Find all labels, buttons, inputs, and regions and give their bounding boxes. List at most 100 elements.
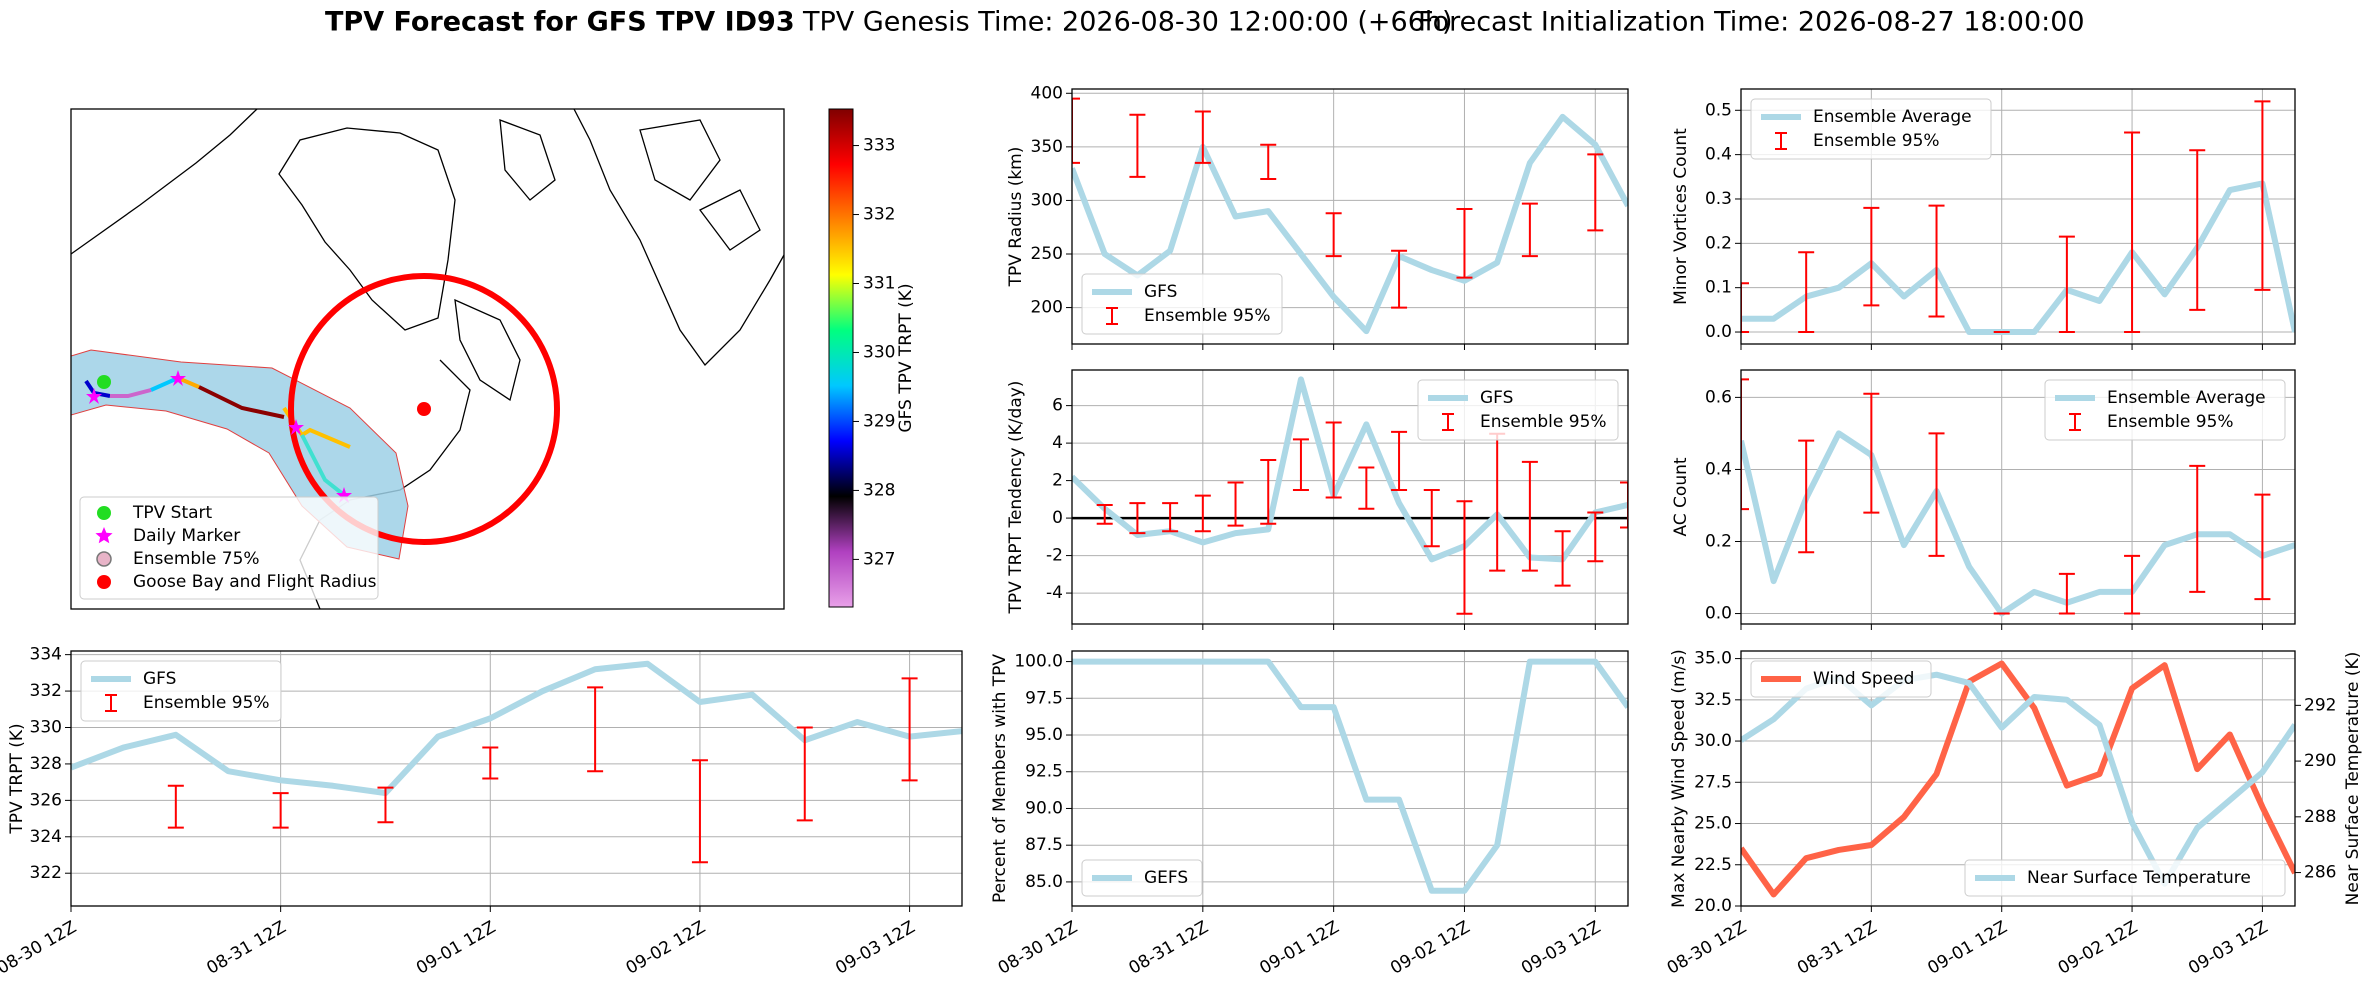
y-tick-label: 87.5: [1025, 835, 1063, 855]
coastline: [454, 298, 521, 402]
series-line: [1072, 658, 1628, 894]
y2-tick-label: 292: [2304, 695, 2336, 715]
y-tick-label: 20.0: [1694, 896, 1732, 916]
legend-label: Ensemble Average: [1813, 107, 1972, 127]
error-bar: [1554, 530, 1571, 587]
x-tick-label: 08-31 12Z: [1794, 917, 1880, 978]
legend-label: GFS: [1480, 388, 1513, 408]
x-tick-label: 08-31 12Z: [203, 917, 289, 978]
error-bar: [1391, 249, 1408, 309]
x-tick-label: 08-30 12Z: [0, 917, 80, 978]
y-tick-label: 0.3: [1705, 189, 1732, 209]
legend-box: [1750, 660, 1932, 698]
error-bar: [1521, 202, 1538, 258]
plot-area: [1741, 378, 2295, 617]
y-tick-label: 95.0: [1025, 725, 1063, 745]
colorbar-label: GFS TPV TRPT (K): [896, 283, 916, 432]
y-tick-label: 300: [1031, 190, 1063, 210]
x-tick-label: 08-30 12Z: [995, 917, 1081, 978]
series-line: [71, 660, 962, 797]
error-bar: [1129, 502, 1146, 535]
axes-frame: [1071, 650, 1629, 907]
coastline: [499, 119, 761, 251]
y-tick-label: 4: [1052, 433, 1063, 453]
error-bar: [1521, 460, 1538, 572]
y-tick-label: 25.0: [1694, 814, 1732, 834]
colorbar-tick-label: 328: [863, 480, 895, 500]
colorbar-tick-label: 331: [863, 274, 895, 294]
track: [198, 385, 285, 419]
y-tick-label: 0.5: [1705, 100, 1732, 120]
y-tick-label: 6: [1052, 396, 1063, 416]
series-line: [1741, 180, 2295, 336]
legend: GFS Ensemble 95%: [1081, 273, 1283, 335]
legend-label: Ensemble 75%: [133, 549, 260, 569]
map-legend: [79, 496, 379, 600]
error-bar: [796, 726, 813, 822]
coastline: [573, 109, 784, 367]
y-tick-label: 0.2: [1705, 531, 1732, 551]
error-bar: [1194, 110, 1211, 164]
figure-title: TPV Forecast for GFS TPV ID93: [325, 7, 795, 38]
error-bar: [1162, 502, 1179, 533]
error-bar: [1456, 208, 1473, 279]
y2-tick-label: 290: [2304, 751, 2336, 771]
error-bar: [1194, 494, 1211, 533]
y-tick-label: 0.0: [1705, 322, 1732, 342]
error-bar: [1798, 251, 1815, 334]
y-tick-label: 334: [30, 645, 62, 665]
legend-label: Wind Speed: [1813, 669, 1914, 689]
y-tick-label: 350: [1031, 137, 1063, 157]
y-tick-label: 400: [1031, 83, 1063, 103]
series-line: [1741, 430, 2295, 617]
error-bar: [1072, 97, 1080, 164]
tpv-start: [97, 375, 111, 389]
series-line: [1072, 113, 1628, 335]
x-tick-label: 09-02 12Z: [2055, 917, 2141, 978]
error-bar: [2058, 235, 2075, 334]
error-bar: [1741, 378, 1749, 511]
colorbar-tick-label: 333: [863, 136, 895, 156]
error-bar: [1863, 206, 1880, 307]
y-axis-label: Max Nearby Wind Speed (m/s): [1669, 649, 1689, 908]
y-axis-label: Minor Vortices Count: [1671, 128, 1691, 305]
y-tick-label: 90.0: [1025, 798, 1063, 818]
plot-area: [1741, 100, 2295, 336]
legend: Ensemble Average Ensemble 95%: [1750, 98, 1992, 160]
error-bar: [1292, 438, 1309, 491]
legend-marker: [97, 506, 111, 520]
y-tick-label: 332: [30, 681, 62, 701]
y-tick-label: 200: [1031, 298, 1063, 318]
x-tick-label: 09-01 12Z: [413, 917, 499, 978]
axes-frame: [1071, 369, 1629, 625]
colorbar-tick-label: 330: [863, 342, 895, 362]
legend-label: Ensemble 95%: [1813, 131, 1940, 151]
axes-frame: [1740, 369, 2296, 625]
y-tick-label: 330: [30, 718, 62, 738]
error-bar: [1129, 113, 1146, 178]
y-tick-label: 250: [1031, 244, 1063, 264]
map-frame: [70, 108, 785, 610]
error-bar: [1620, 481, 1628, 529]
y-tick-label: -4: [1046, 583, 1063, 603]
init-time: Forecast Initialization Time: 2026-08-27…: [1418, 7, 2085, 38]
goose-bay: [417, 402, 431, 416]
legend-label: Goose Bay and Flight Radius: [133, 572, 377, 592]
legend-swatch: [2069, 413, 2081, 431]
legend-label: GFS: [1144, 282, 1177, 302]
y-tick-label: 2: [1052, 471, 1063, 491]
y-tick-label: 0.2: [1705, 233, 1732, 253]
error-bar: [1587, 153, 1604, 232]
coastline: [278, 127, 456, 331]
axes-frame: [70, 650, 963, 907]
error-bar: [2189, 149, 2206, 311]
colorbar-tick-label: 327: [863, 549, 895, 569]
y-tick-label: 328: [30, 754, 62, 774]
axes-frame: [1071, 88, 1629, 345]
legend-label: Ensemble 95%: [143, 693, 270, 713]
plot-area: [1072, 658, 1628, 894]
legend: GFS Ensemble 95%: [80, 660, 282, 722]
error-bar: [1096, 503, 1113, 525]
error-bar: [167, 784, 184, 829]
